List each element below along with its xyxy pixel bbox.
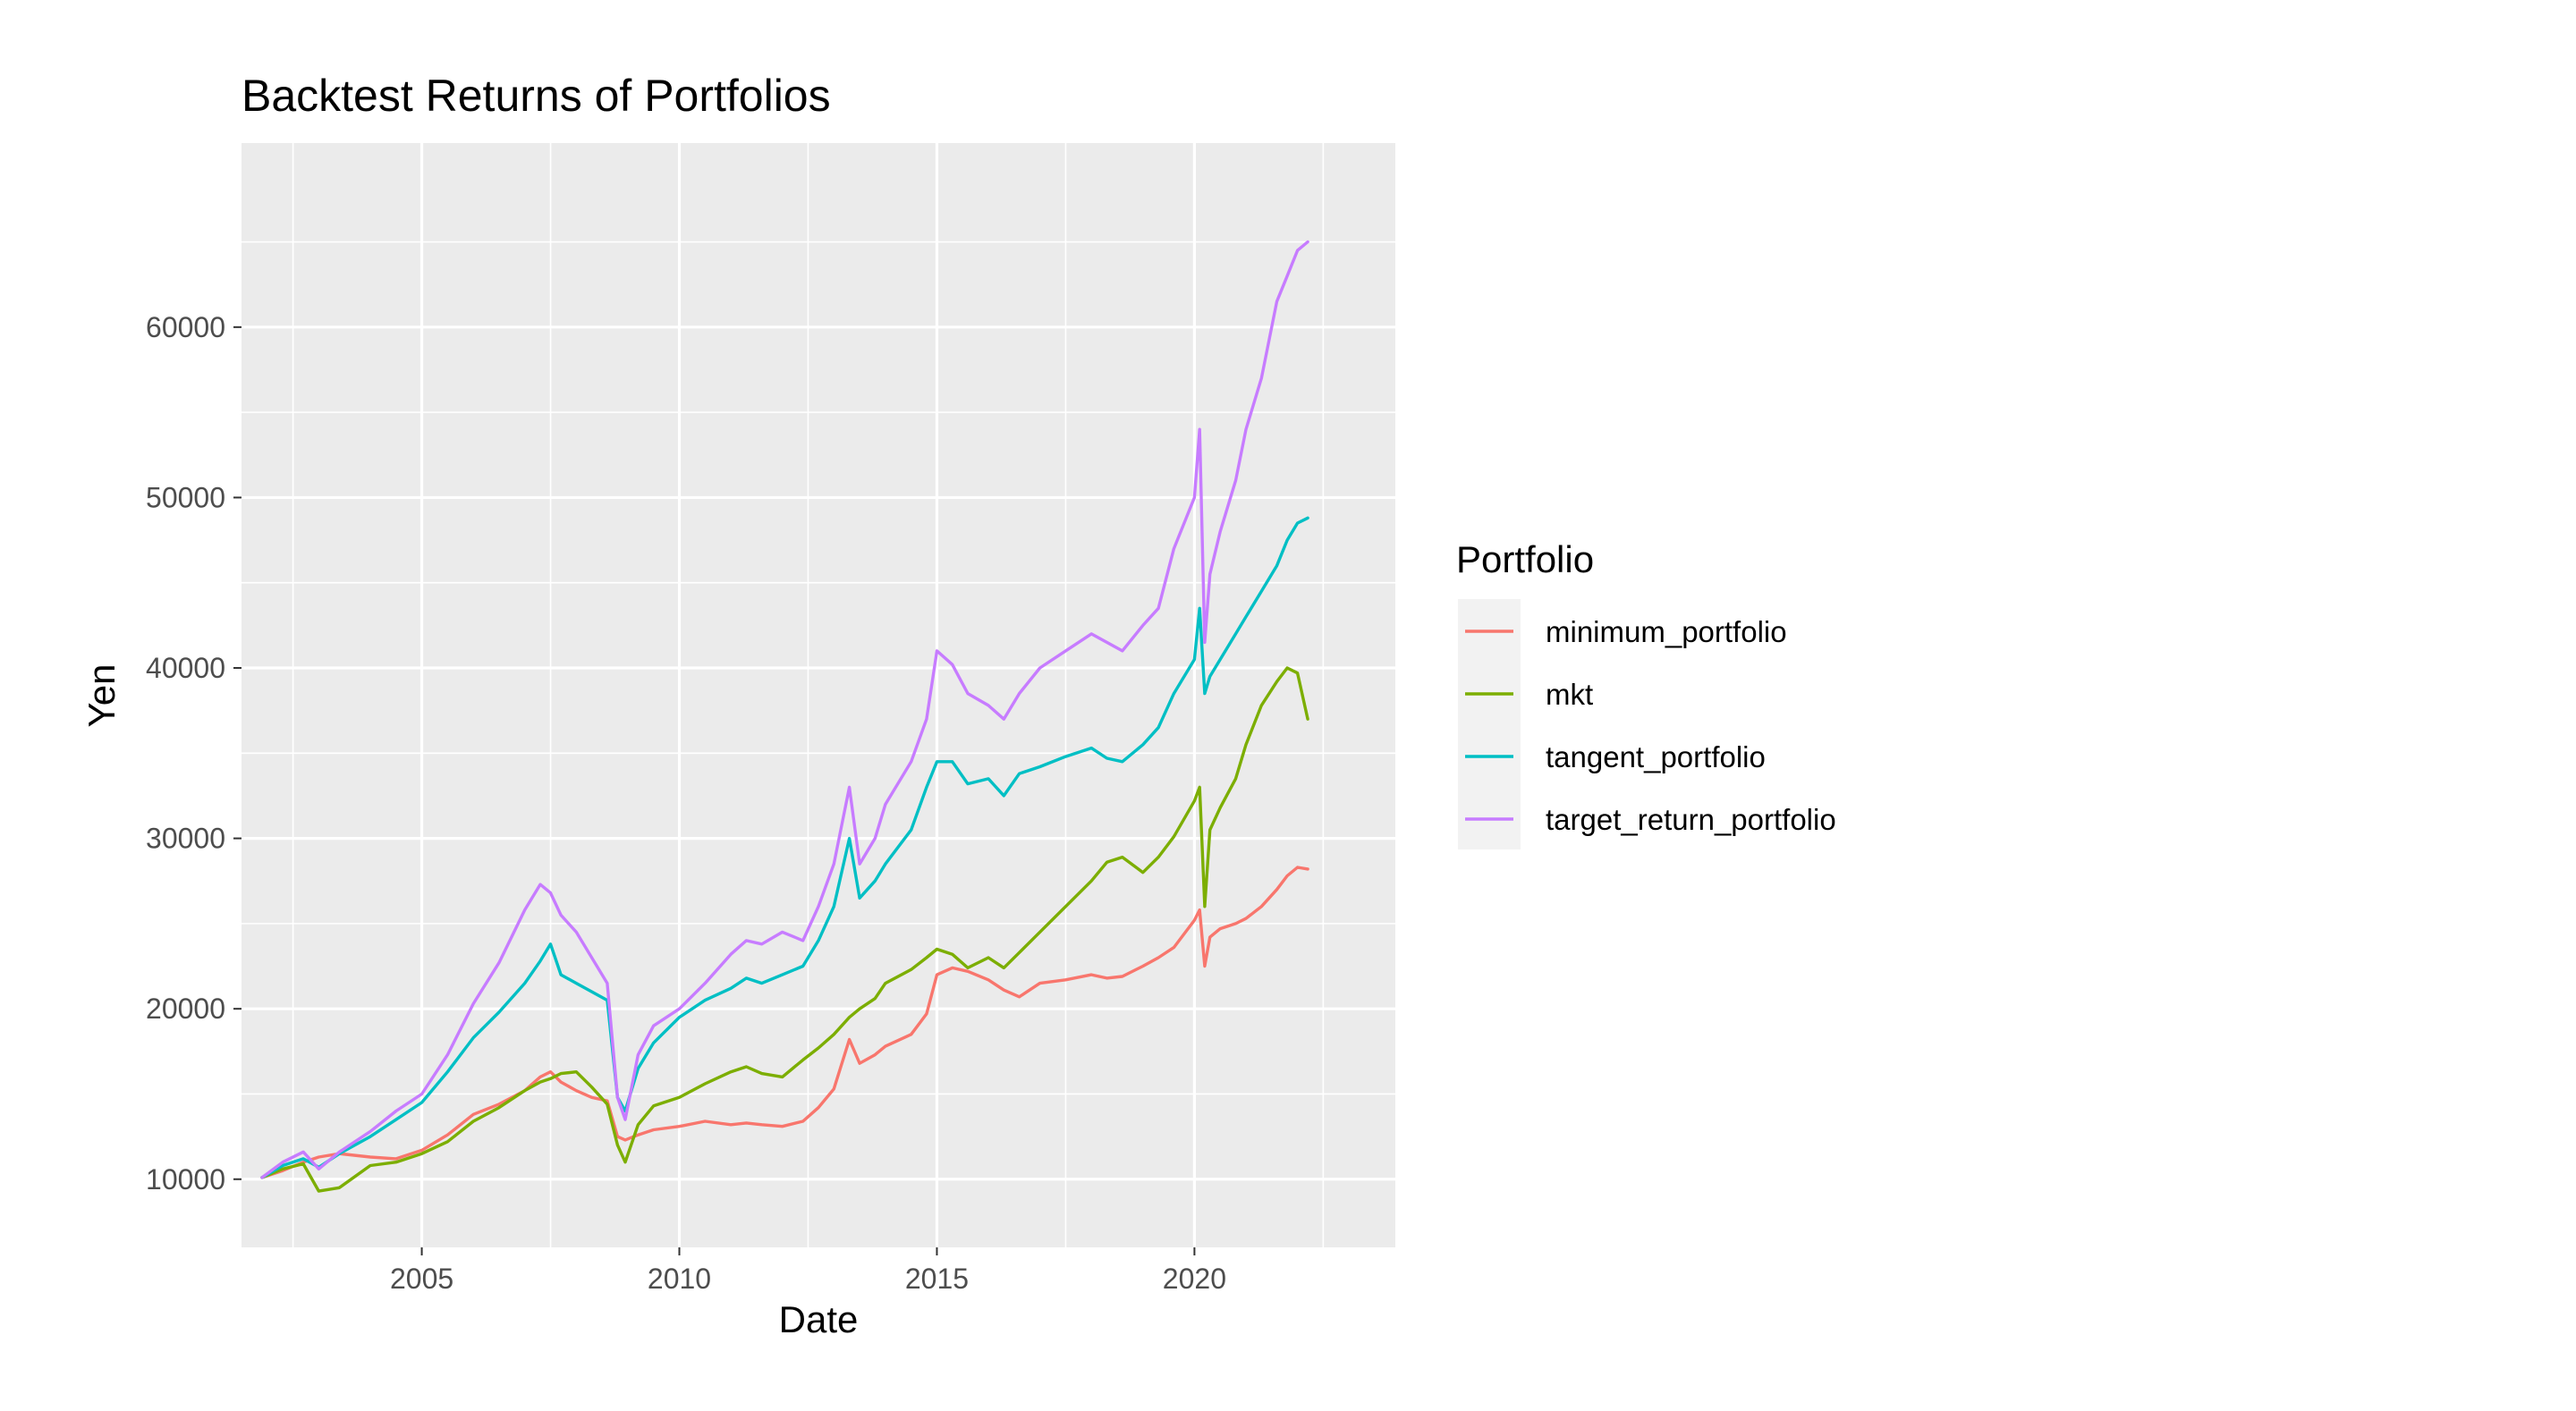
y-axis-title: Yen: [80, 664, 123, 728]
y-tick-label: 20000: [146, 993, 225, 1025]
y-tick-label: 10000: [146, 1163, 225, 1196]
series-line-mkt: [260, 666, 1309, 1193]
series-line-target-return-portfolio: [260, 240, 1309, 1179]
x-tick-label: 2005: [390, 1263, 453, 1295]
x-tick-label: 2010: [648, 1263, 711, 1295]
major-gridlines: [242, 143, 1395, 1247]
legend-label-target-return-portfolio: target_return_portfolio: [1546, 803, 1836, 836]
x-axis-title: Date: [779, 1298, 859, 1340]
series-line-tangent-portfolio: [260, 516, 1309, 1179]
chart-title: Backtest Returns of Portfolios: [242, 71, 831, 121]
y-tick-label: 40000: [146, 652, 225, 684]
y-tick-label: 60000: [146, 311, 225, 343]
plot-background: [242, 143, 1395, 1247]
x-tick-label: 2015: [905, 1263, 969, 1295]
series-lines: [260, 240, 1309, 1193]
legend-label-minimum-portfolio: minimum_portfolio: [1546, 615, 1787, 648]
y-tick-label: 30000: [146, 823, 225, 855]
y-tick-label: 50000: [146, 481, 225, 513]
legend-key-area: [1458, 599, 1521, 849]
x-axis: 2005 2010 2015 2020: [390, 1247, 1226, 1295]
series-line-minimum-portfolio: [260, 866, 1309, 1179]
x-tick-label: 2020: [1163, 1263, 1226, 1295]
legend-label-tangent-portfolio: tangent_portfolio: [1546, 740, 1766, 773]
legend-label-mkt: mkt: [1546, 678, 1593, 711]
y-axis: 10000 20000 30000 40000 50000 60000: [146, 311, 242, 1196]
legend-title: Portfolio: [1456, 538, 1594, 580]
